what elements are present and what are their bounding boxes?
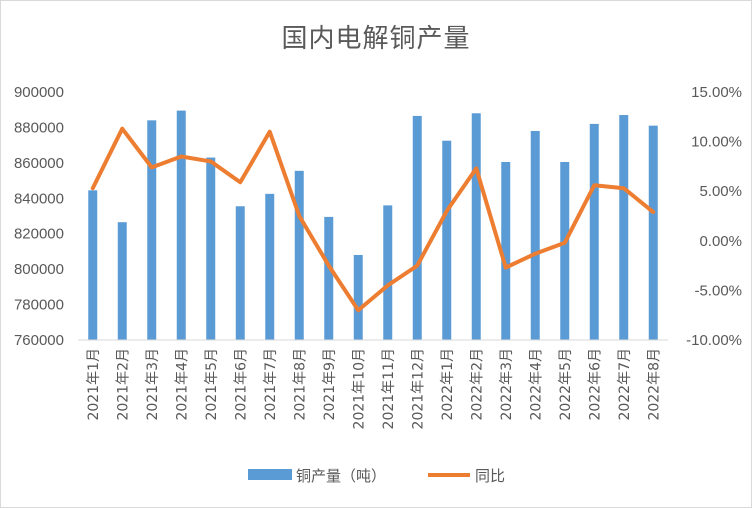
yoy-line (90, 126, 656, 313)
bar (589, 123, 599, 340)
bar (147, 120, 157, 340)
bar (235, 206, 245, 340)
bar (471, 113, 481, 340)
bar (501, 161, 511, 340)
x-tick-label: 2021年1月 (86, 348, 102, 421)
x-tick-label: 2021年10月 (351, 348, 367, 429)
chart-title: 国内电解铜产量 (281, 24, 471, 54)
right-y-axis: -10.00% -5.00% 0.00% 5.00% 10.00% 15.00% (686, 84, 742, 349)
bar (619, 115, 629, 340)
left-tick-label: 880000 (14, 119, 64, 136)
x-tick-label: 2021年8月 (292, 348, 308, 421)
x-tick-label: 2021年4月 (174, 348, 190, 421)
x-tick-label: 2021年2月 (115, 348, 131, 421)
x-tick-label: 2022年4月 (528, 348, 544, 421)
bar (324, 216, 334, 340)
bar (117, 222, 127, 340)
bar (530, 130, 540, 340)
x-tick-label: 2022年3月 (499, 348, 515, 421)
bar (442, 140, 452, 340)
bar (88, 190, 98, 340)
legend-line-label: 同比 (475, 467, 505, 485)
bar (412, 115, 422, 340)
x-tick-label: 2021年11月 (381, 348, 397, 429)
legend-bar-swatch (248, 469, 292, 480)
bar (176, 110, 186, 340)
x-tick-label: 2022年7月 (617, 348, 633, 421)
x-tick-label: 2021年9月 (322, 348, 338, 421)
bar (383, 205, 393, 340)
bar (648, 125, 658, 340)
x-tick-label: 2021年7月 (263, 348, 279, 421)
x-tick-label: 2022年8月 (646, 348, 662, 421)
x-tick-label: 2021年6月 (233, 348, 249, 421)
left-tick-label: 780000 (14, 297, 64, 314)
left-y-axis: 760000 780000 800000 820000 840000 860000 8800… (14, 84, 64, 349)
right-tick-label: 5.00% (699, 183, 742, 200)
left-tick-label: 760000 (14, 332, 64, 349)
left-tick-label: 860000 (14, 155, 64, 172)
left-tick-label: 800000 (14, 261, 64, 278)
bar (294, 170, 304, 340)
right-tick-label: 10.00% (691, 134, 742, 151)
x-tick-label: 2022年6月 (587, 348, 603, 421)
x-tick-label: 2022年5月 (558, 348, 574, 421)
x-tick-label: 2021年5月 (204, 348, 220, 421)
x-tick-label: 2022年1月 (440, 348, 456, 421)
x-tick-label: 2022年2月 (469, 348, 485, 421)
bar (265, 193, 275, 340)
left-tick-label: 900000 (14, 84, 64, 101)
right-tick-label: 0.00% (699, 233, 742, 250)
bar (206, 157, 216, 340)
bar (560, 161, 570, 340)
right-tick-label: -5.00% (694, 282, 742, 299)
bar (353, 254, 363, 340)
x-tick-label: 2021年12月 (410, 348, 426, 429)
legend-bar-label: 铜产量（吨） (296, 467, 386, 485)
line-series (90, 126, 656, 313)
x-tick-label: 2021年3月 (145, 348, 161, 421)
left-tick-label: 840000 (14, 190, 64, 207)
x-axis: 2021年1月 2021年2月 2021年3月 2021年4月 2021年5月 2021年… (78, 339, 668, 429)
right-tick-label: 15.00% (691, 84, 742, 101)
left-tick-label: 820000 (14, 226, 64, 243)
legend: 铜产量（吨） 同比 (248, 467, 505, 485)
bar-series (88, 110, 658, 340)
right-tick-label: -10.00% (686, 332, 742, 349)
